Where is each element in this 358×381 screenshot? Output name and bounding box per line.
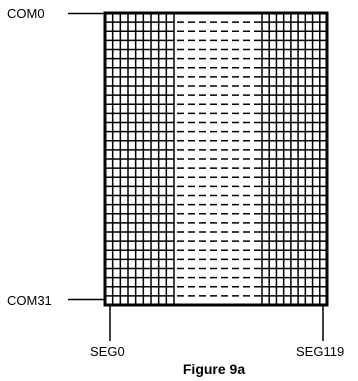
leader-lines — [68, 12, 324, 341]
figure-caption: Figure 9a — [0, 361, 358, 377]
com31-label: COM31 — [7, 293, 52, 308]
seg0-label: SEG0 — [90, 344, 125, 359]
com0-label: COM0 — [7, 6, 45, 21]
figure-caption-text: Figure 9a — [182, 361, 246, 377]
matrix-frame — [103, 11, 329, 307]
seg119-label: SEG119 — [296, 344, 345, 359]
pixel-matrix — [103, 11, 329, 307]
